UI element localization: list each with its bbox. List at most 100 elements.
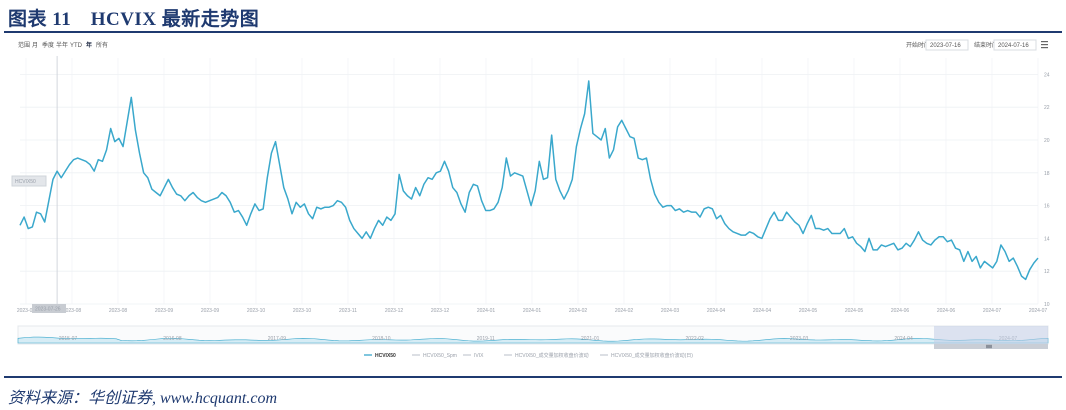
data-point <box>349 220 350 221</box>
data-point <box>601 139 602 140</box>
range-button-1[interactable]: 季度 <box>42 41 54 49</box>
data-point <box>749 231 750 232</box>
legend-item-1[interactable]: HCVIX50_Spm <box>423 353 457 359</box>
data-point <box>605 128 606 129</box>
data-point <box>221 192 222 193</box>
navigator-selection[interactable] <box>934 326 1048 344</box>
x-tick-label-18: 2024-05 <box>845 308 864 314</box>
data-point <box>543 179 544 180</box>
data-point <box>914 239 915 240</box>
data-point <box>699 216 700 217</box>
data-point <box>687 210 688 211</box>
data-point <box>955 248 956 249</box>
legend-item-0[interactable]: HCVIX50 <box>375 353 396 359</box>
data-point <box>460 203 461 204</box>
data-point <box>386 216 387 217</box>
start-date-input[interactable]: 2023-07-16 <box>930 43 961 49</box>
data-point <box>473 184 474 185</box>
data-point <box>497 202 498 203</box>
legend: HCVIX50 HCVIX50_Spm IVIX HCVIX50_成交量加权收盘价波动… <box>364 352 693 359</box>
data-point <box>650 179 651 180</box>
data-point <box>118 138 119 139</box>
data-point <box>918 231 919 232</box>
data-point <box>770 218 771 219</box>
range-button-4[interactable]: 年 <box>86 41 92 49</box>
data-point <box>172 187 173 188</box>
legend-item-2[interactable]: IVIX <box>474 353 484 359</box>
x-tick-label-4: 2023-09 <box>201 308 220 314</box>
figure-title: 图表 11 HCVIX 最新走势图 <box>8 9 260 30</box>
data-point <box>1037 257 1038 258</box>
data-point <box>951 239 952 240</box>
data-point <box>885 246 886 247</box>
data-point <box>695 212 696 213</box>
data-point <box>555 179 556 180</box>
data-point <box>56 171 57 172</box>
data-point <box>897 249 898 250</box>
data-point <box>732 231 733 232</box>
data-point <box>89 164 90 165</box>
data-point <box>419 195 420 196</box>
end-date-input[interactable]: 2024-07-16 <box>998 43 1029 49</box>
range-button-0[interactable]: 月 <box>32 42 38 49</box>
data-point <box>926 243 927 244</box>
data-point <box>782 220 783 221</box>
navigator[interactable]: 2015-07 2016-08 2017-09 2018-10 2019-11 2021-… <box>17 325 1049 349</box>
range-button-3[interactable]: YTD <box>70 43 83 49</box>
scrollbar-thumb-icon[interactable] <box>986 344 992 349</box>
data-point <box>308 213 309 214</box>
end-date-input-box[interactable] <box>993 39 1037 51</box>
data-point <box>535 190 536 191</box>
data-point <box>584 113 585 114</box>
data-point <box>873 249 874 250</box>
data-point <box>263 208 264 209</box>
navigator-label-6: 2022-02 <box>685 336 704 342</box>
x-tick-label-12: 2024-02 <box>569 308 588 314</box>
data-point <box>485 210 486 211</box>
data-point <box>613 149 614 150</box>
data-point <box>881 244 882 245</box>
data-point <box>716 218 717 219</box>
data-point <box>238 210 239 211</box>
data-point <box>572 179 573 180</box>
data-point <box>324 207 325 208</box>
range-button-2[interactable]: 半年 <box>56 41 68 49</box>
data-point <box>530 205 531 206</box>
data-point <box>329 207 330 208</box>
data-point <box>456 192 457 193</box>
data-point <box>357 233 358 234</box>
data-point <box>984 261 985 262</box>
hamburger-menu-icon[interactable] <box>1041 41 1048 49</box>
data-point <box>399 174 400 175</box>
data-point <box>44 221 45 222</box>
data-point <box>481 200 482 201</box>
data-point <box>1013 257 1014 258</box>
data-point <box>36 212 37 213</box>
data-point <box>106 149 107 150</box>
data-point <box>906 243 907 244</box>
data-point <box>114 141 115 142</box>
data-point <box>246 225 247 226</box>
data-point <box>477 185 478 186</box>
data-point <box>69 164 70 165</box>
legend-item-4[interactable]: HCVIX50_成交量加权收盘价波动(日) <box>611 352 693 359</box>
data-point <box>691 212 692 213</box>
data-point <box>296 202 297 203</box>
start-date-input-box[interactable] <box>925 39 969 51</box>
data-point <box>52 179 53 180</box>
data-point <box>205 202 206 203</box>
data-point <box>102 161 103 162</box>
data-point <box>819 228 820 229</box>
data-point <box>559 190 560 191</box>
data-point <box>868 238 869 239</box>
start-date-label: 开始时间 <box>906 41 930 49</box>
data-point <box>708 207 709 208</box>
data-point <box>621 120 622 121</box>
x-tick-label-11: 2024-01 <box>523 308 542 314</box>
range-button-5[interactable]: 所有 <box>96 41 108 49</box>
data-point <box>489 210 490 211</box>
range-selector: 范围 月季度 半年 YTD 年所有 <box>18 41 108 49</box>
data-point <box>1029 269 1030 270</box>
legend-item-3[interactable]: HCVIX50_成交量加权收盘价波动 <box>515 352 589 359</box>
data-point <box>304 203 305 204</box>
